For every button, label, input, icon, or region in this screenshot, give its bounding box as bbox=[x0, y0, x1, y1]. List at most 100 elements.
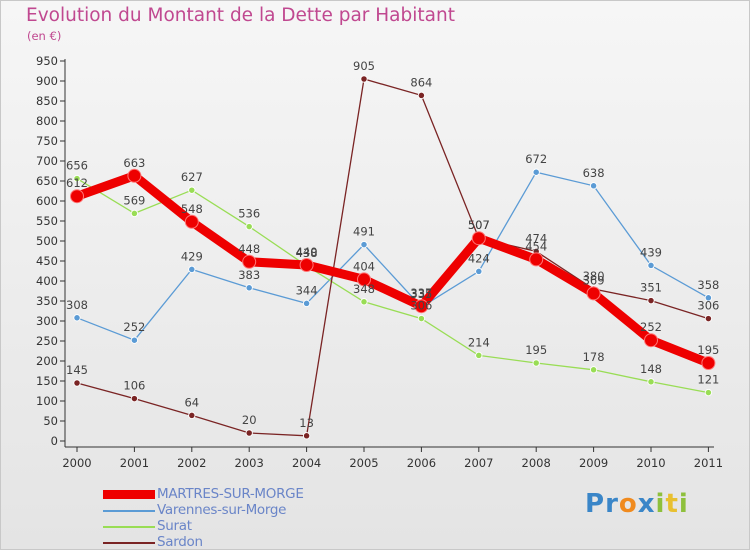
y-tick-label: 750 bbox=[36, 134, 58, 148]
data-label: 439 bbox=[640, 245, 662, 259]
data-point bbox=[302, 299, 311, 308]
data-label: 148 bbox=[640, 362, 662, 376]
data-point bbox=[589, 182, 598, 190]
data-point bbox=[130, 209, 139, 218]
data-point bbox=[647, 261, 655, 270]
y-tick-label: 300 bbox=[36, 314, 58, 328]
legend-swatch bbox=[103, 510, 155, 512]
y-tick-label: 600 bbox=[36, 194, 58, 208]
x-tick-label: 2003 bbox=[235, 456, 264, 470]
data-point bbox=[589, 366, 598, 374]
data-label: 612 bbox=[66, 176, 88, 190]
data-point bbox=[188, 265, 196, 274]
y-tick-label: 700 bbox=[36, 154, 58, 168]
data-point bbox=[644, 333, 658, 348]
data-label: 627 bbox=[181, 170, 203, 184]
chart-title: Evolution du Montant de la Dette par Hab… bbox=[26, 5, 455, 26]
data-point bbox=[647, 378, 655, 386]
legend-label: Varennes-sur-Morge bbox=[157, 502, 287, 518]
data-label: 195 bbox=[697, 343, 719, 357]
data-point bbox=[417, 314, 426, 323]
data-point bbox=[73, 314, 81, 322]
data-label: 474 bbox=[525, 231, 547, 245]
y-tick-label: 50 bbox=[43, 414, 58, 428]
data-label: 306 bbox=[410, 299, 432, 313]
data-label: 429 bbox=[181, 249, 203, 263]
series-line bbox=[76, 78, 709, 437]
data-label: 672 bbox=[525, 152, 547, 166]
x-tick-label: 2000 bbox=[62, 456, 91, 470]
data-label: 252 bbox=[123, 320, 145, 334]
data-point bbox=[532, 168, 540, 176]
data-point bbox=[184, 214, 199, 229]
x-tick-label: 2001 bbox=[120, 456, 149, 470]
data-label: 569 bbox=[123, 193, 145, 207]
chart-subtitle: (en €) bbox=[27, 29, 62, 43]
data-point bbox=[647, 296, 655, 305]
legend-label: Surat bbox=[157, 518, 192, 534]
data-label: 638 bbox=[583, 166, 605, 180]
data-label: 864 bbox=[410, 75, 432, 89]
y-tick-label: 400 bbox=[36, 274, 58, 288]
data-label: 145 bbox=[66, 363, 88, 377]
series-line bbox=[76, 171, 709, 341]
data-point bbox=[245, 429, 253, 437]
legend-swatch bbox=[103, 526, 155, 528]
x-tick-label: 2010 bbox=[636, 456, 665, 470]
data-point bbox=[188, 186, 196, 194]
legend-swatch bbox=[103, 542, 155, 544]
data-label: 358 bbox=[697, 278, 719, 292]
data-point bbox=[586, 286, 601, 301]
brand-letter: t bbox=[665, 489, 679, 519]
data-point bbox=[188, 411, 196, 420]
data-point bbox=[704, 314, 713, 323]
y-tick-label: 850 bbox=[36, 94, 58, 108]
brand-letter: P bbox=[585, 489, 606, 519]
y-tick-label: 200 bbox=[36, 354, 58, 368]
data-label: 64 bbox=[184, 395, 199, 409]
brand-letter: o bbox=[618, 489, 638, 519]
data-point bbox=[414, 299, 429, 314]
data-label: 905 bbox=[353, 59, 375, 73]
legend-label: Sardon bbox=[157, 534, 203, 550]
brand-logo: Proxiti bbox=[585, 489, 689, 519]
data-label: 454 bbox=[525, 239, 547, 253]
data-point bbox=[529, 252, 544, 267]
data-point bbox=[127, 168, 142, 183]
data-label: 252 bbox=[640, 320, 662, 334]
data-point bbox=[360, 298, 368, 306]
series-line bbox=[72, 171, 713, 368]
y-tick-label: 900 bbox=[36, 74, 58, 88]
data-label: 656 bbox=[66, 159, 88, 173]
data-label: 448 bbox=[238, 242, 260, 256]
data-label: 548 bbox=[181, 202, 203, 216]
y-tick-label: 100 bbox=[36, 394, 58, 408]
data-label: 404 bbox=[353, 259, 375, 273]
data-point bbox=[70, 189, 84, 204]
data-label: 306 bbox=[697, 299, 719, 313]
y-tick-label: 250 bbox=[36, 334, 58, 348]
data-point bbox=[302, 432, 311, 440]
x-tick-label: 2002 bbox=[177, 456, 206, 470]
data-point bbox=[471, 231, 486, 246]
x-tick-label: 2005 bbox=[349, 456, 378, 470]
x-tick-label: 2009 bbox=[579, 456, 608, 470]
data-label: 438 bbox=[296, 246, 318, 260]
data-label: 308 bbox=[66, 298, 88, 312]
y-tick-label: 150 bbox=[36, 374, 58, 388]
data-label: 13 bbox=[299, 416, 314, 430]
data-point bbox=[130, 336, 139, 344]
data-point bbox=[360, 75, 368, 83]
y-tick-label: 500 bbox=[36, 234, 58, 248]
data-label: 337 bbox=[410, 286, 432, 300]
data-point bbox=[532, 359, 540, 367]
data-label: 383 bbox=[238, 268, 260, 282]
y-tick-label: 950 bbox=[36, 54, 58, 68]
data-label: 507 bbox=[468, 218, 490, 232]
brand-letter: x bbox=[637, 489, 656, 519]
data-label: 178 bbox=[583, 350, 605, 364]
data-label: 351 bbox=[640, 281, 662, 295]
y-tick-label: 800 bbox=[36, 114, 58, 128]
data-point bbox=[73, 174, 81, 183]
